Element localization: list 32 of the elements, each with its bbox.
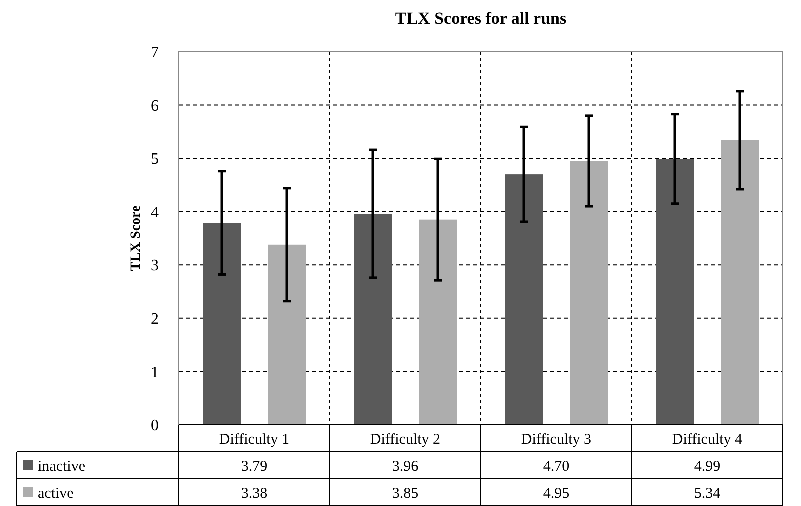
y-axis-title: TLX Score	[129, 206, 144, 272]
bar	[268, 244, 306, 425]
data-label: 3.79	[241, 459, 268, 475]
data-label: 5.34	[694, 486, 722, 502]
legend-label: active	[38, 486, 74, 502]
data-label: 3.96	[392, 459, 420, 475]
bar	[570, 161, 608, 425]
legend-label: inactive	[38, 459, 86, 475]
y-tick-label: 5	[151, 151, 159, 168]
y-tick-label: 4	[151, 204, 159, 222]
data-label: 4.95	[543, 486, 570, 502]
y-tick-label: 2	[151, 311, 159, 328]
bar	[721, 140, 759, 425]
bar	[505, 174, 543, 425]
bar	[419, 220, 457, 425]
x-tick-label: Difficulty 4	[672, 432, 744, 448]
y-tick-label: 0	[151, 418, 159, 435]
bar	[354, 214, 392, 425]
data-label: 3.85	[392, 486, 419, 502]
y-tick-label: 3	[151, 258, 159, 275]
x-tick-label: Difficulty 3	[521, 432, 592, 448]
y-tick-label: 6	[151, 98, 159, 115]
data-label: 4.70	[543, 459, 570, 475]
chart-title: TLX Scores for all runs	[395, 9, 568, 28]
data-label: 3.38	[241, 486, 268, 502]
y-tick-label: 1	[151, 364, 159, 382]
data-label: 4.99	[694, 459, 721, 475]
bar	[656, 159, 694, 425]
x-tick-label: Difficulty 1	[219, 432, 290, 448]
x-tick-label: Difficulty 2	[370, 432, 441, 448]
y-tick-label: 7	[151, 44, 159, 62]
bar	[203, 223, 241, 425]
